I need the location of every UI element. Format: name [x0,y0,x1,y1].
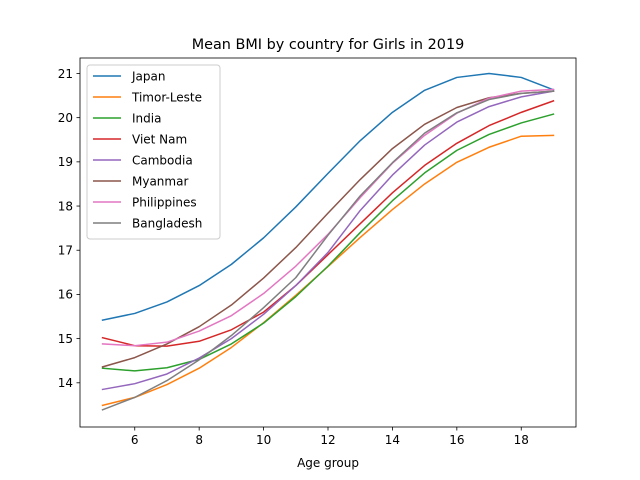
y-tick-label: 14 [58,376,73,390]
series-line-2 [101,113,555,372]
x-tick-label: 14 [385,433,400,447]
y-tick-label: 16 [58,288,73,302]
y-tick-label: 15 [58,332,73,346]
series-line-4 [101,90,555,391]
x-tick-label: 8 [195,433,203,447]
legend: Japan Timor-Leste India Viet Nam Cambodia Mya… [86,64,221,240]
legend-label-3: Viet Nam [132,132,187,146]
y-tick-label: 21 [58,67,73,81]
series-line-0 [101,72,555,321]
y-tick-label: 17 [58,244,73,258]
x-axis-title: Age group [297,456,359,470]
legend-label-5: Myanmar [132,174,188,188]
chart-title: Mean BMI by country for Girls in 2019 [192,37,465,53]
y-tick-label: 20 [58,111,73,125]
y-tick-label: 19 [58,155,73,169]
legend-label-0: Japan [131,69,165,83]
legend-label-1: Timor-Leste [131,90,202,104]
legend-label-7: Bangladesh [132,216,202,230]
x-tick-label: 18 [514,433,529,447]
x-tick-label: 6 [131,433,139,447]
plot-area: 6 8 10 12 14 16 18 14 15 16 17 18 19 20 21 [58,57,577,447]
x-tick-label: 12 [320,433,335,447]
x-tick-label: 10 [256,433,271,447]
y-tick-label: 18 [58,199,73,213]
series-line-7 [101,90,555,411]
legend-box [86,64,221,240]
series-line-3 [101,99,555,347]
legend-label-2: India [132,111,161,125]
legend-label-4: Cambodia [132,153,193,167]
x-tick-label: 16 [449,433,464,447]
legend-label-6: Philippines [132,195,197,209]
